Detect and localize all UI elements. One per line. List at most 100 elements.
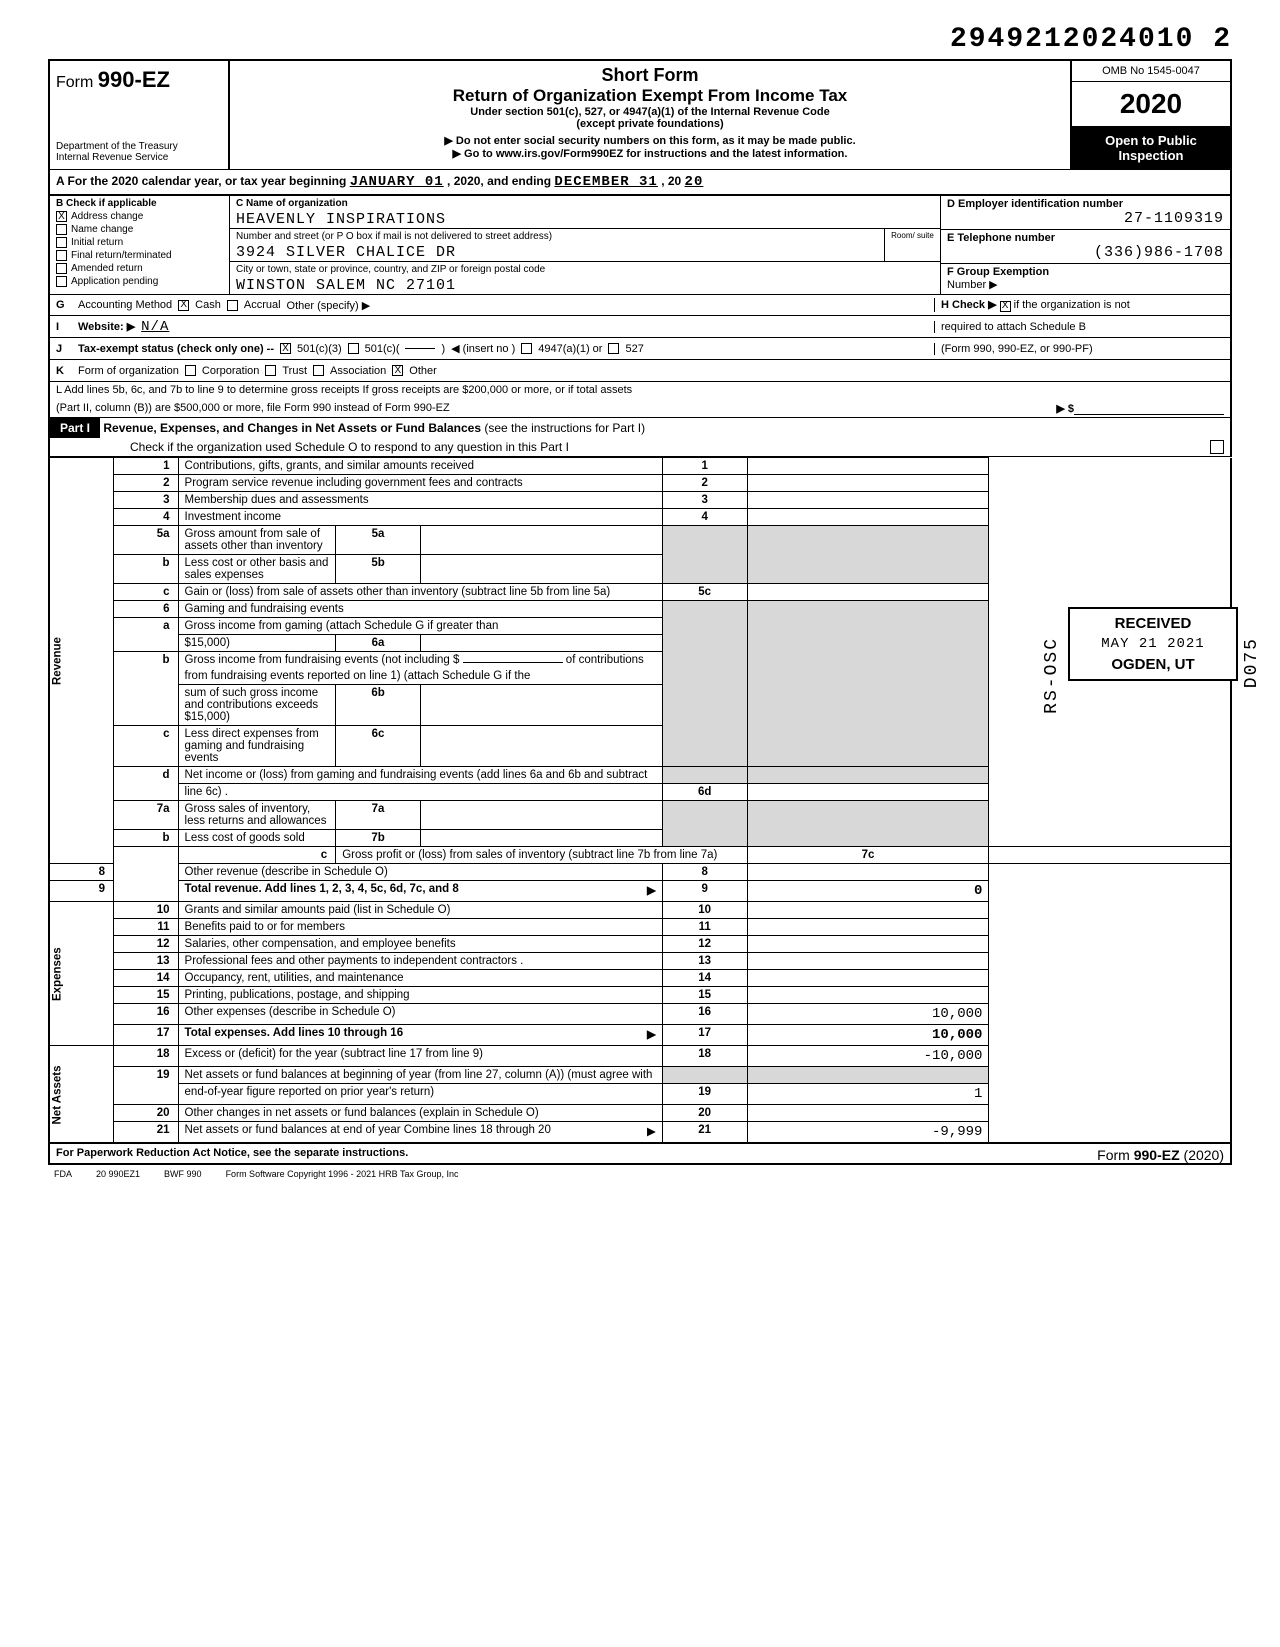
cb-cash[interactable]: X [178, 300, 189, 311]
cb-accrual[interactable] [227, 300, 238, 311]
amt-7c [989, 847, 1231, 864]
amt-13 [747, 953, 989, 970]
lbl-501c: 501(c)( [365, 343, 400, 355]
cb-assoc[interactable] [313, 365, 324, 376]
line-17-lbl: Total expenses. [185, 1027, 270, 1039]
line-15: Printing, publications, postage, and shi… [178, 987, 662, 1004]
line-7a: Gross sales of inventory, less returns a… [178, 801, 336, 830]
cb-name-change[interactable] [56, 224, 67, 235]
f-label2: Number ▶ [947, 278, 1224, 291]
cb-amended[interactable] [56, 263, 67, 274]
amt-5c [747, 584, 989, 601]
main-title: Return of Organization Exempt From Incom… [238, 86, 1062, 106]
cb-501c3[interactable]: X [280, 343, 291, 354]
amt-18: -10,000 [747, 1046, 989, 1067]
d-label: D Employer identification number [947, 198, 1224, 210]
lbl-initial-return: Initial return [71, 237, 123, 248]
k-lead: K [56, 365, 72, 377]
financial-table: Revenue 1 Contributions, gifts, grants, a… [48, 457, 1232, 1144]
lbl-assoc: Association [330, 365, 386, 377]
amt-8 [747, 864, 989, 881]
h-note: (Form 990, 990-EZ, or 990-PF) [941, 343, 1093, 355]
i-lead: I [56, 321, 72, 333]
amt-7b-inner [420, 830, 662, 847]
subtitle: Under section 501(c), 527, or 4947(a)(1)… [238, 106, 1062, 118]
stamp-rsosc: RS-OSC [1042, 637, 1062, 714]
line-11: Benefits paid to or for members [178, 919, 662, 936]
line-9-lbl: Total revenue. [185, 883, 262, 895]
h-text: if the organization is not [1014, 299, 1130, 311]
cb-app-pending[interactable] [56, 276, 67, 287]
line-a-lead: A For the 2020 calendar year, or tax yea… [56, 174, 346, 188]
line-a-yrpfx: , 20 [661, 174, 681, 188]
form-number: Form 990-EZ [56, 67, 222, 93]
lbl-4947: 4947(a)(1) or [538, 343, 602, 355]
amt-4 [747, 509, 989, 526]
line-12: Salaries, other compensation, and employ… [178, 936, 662, 953]
line-4: Investment income [178, 509, 662, 526]
c-city-label: City or town, state or province, country… [230, 262, 940, 277]
cb-other-org[interactable]: X [392, 365, 403, 376]
line-7c: Gross profit or (loss) from sales of inv… [336, 847, 747, 864]
section-net-assets: Net Assets [49, 1046, 114, 1144]
section-revenue: Revenue [49, 458, 114, 864]
amt-19: 1 [747, 1084, 989, 1105]
c-name-label: C Name of organization [230, 196, 940, 211]
stamp-date: MAY 21 2021 [1084, 636, 1222, 652]
amt-9: 0 [747, 881, 989, 902]
amt-1 [747, 458, 989, 475]
line-5c: Gain or (loss) from sale of assets other… [178, 584, 662, 601]
cb-final-return[interactable] [56, 250, 67, 261]
line-2: Program service revenue including govern… [178, 475, 662, 492]
lbl-other-org: Other [409, 365, 437, 377]
cb-address-change[interactable]: X [56, 211, 67, 222]
line-a: A For the 2020 calendar year, or tax yea… [48, 169, 1232, 196]
line-18: Excess or (deficit) for the year (subtra… [178, 1046, 662, 1067]
line-17-txt: Add lines 10 through 16 [273, 1027, 403, 1039]
amt-14 [747, 970, 989, 987]
line-5a: Gross amount from sale of assets other t… [178, 526, 336, 555]
amt-6d [747, 784, 989, 801]
footer-bwf: BWF 990 [164, 1169, 202, 1179]
phone: (336)986-1708 [947, 244, 1224, 261]
org-city: WINSTON SALEM NC 27101 [230, 277, 940, 294]
line-16: Other expenses (describe in Schedule O) [178, 1004, 662, 1025]
line-8: Other revenue (describe in Schedule O) [178, 864, 662, 881]
cb-schedule-b[interactable]: X [1000, 301, 1011, 312]
g-label: Accounting Method [78, 299, 172, 311]
cb-501c[interactable] [348, 343, 359, 354]
l-arrow: ▶ $ [1056, 402, 1074, 415]
stamp-location: OGDEN, UT [1084, 656, 1222, 673]
year-suffix: 20 [685, 174, 704, 190]
cb-part1-schedo[interactable] [1210, 440, 1224, 454]
amt-6c-inner [420, 726, 662, 767]
g-lead: G [56, 299, 72, 311]
line-6b3: sum of such gross income and contributio… [178, 685, 336, 726]
line-1: Contributions, gifts, grants, and simila… [178, 458, 662, 475]
h-label: H Check ▶ [941, 299, 997, 311]
amt-17: 10,000 [747, 1025, 989, 1046]
line-6: Gaming and fundraising events [178, 601, 662, 618]
line-6d1: Net income or (loss) from gaming and fun… [178, 767, 662, 784]
lbl-cash: Cash [195, 299, 221, 311]
insert-no-blank[interactable] [405, 348, 435, 349]
part1-title: Revenue, Expenses, and Changes in Net As… [103, 421, 481, 435]
cb-527[interactable] [608, 343, 619, 354]
amt-6a-inner [420, 635, 662, 652]
short-form-title: Short Form [238, 65, 1062, 86]
year-begin: JANUARY 01 [350, 174, 444, 190]
part1-check-line: Check if the organization used Schedule … [130, 440, 569, 454]
cb-4947[interactable] [521, 343, 532, 354]
amt-5a-inner [420, 526, 662, 555]
line-5b: Less cost or other basis and sales expen… [178, 555, 336, 584]
lbl-corp: Corporation [202, 365, 259, 377]
amt-3 [747, 492, 989, 509]
cb-initial-return[interactable] [56, 237, 67, 248]
b-header: B Check if applicable [56, 198, 223, 209]
h-text2: required to attach Schedule B [941, 321, 1086, 333]
ssn-note: ▶ Do not enter social security numbers o… [238, 134, 1062, 147]
6b-blank [463, 662, 563, 663]
omb-number: OMB No 1545-0047 [1072, 61, 1230, 82]
cb-trust[interactable] [265, 365, 276, 376]
cb-corp[interactable] [185, 365, 196, 376]
